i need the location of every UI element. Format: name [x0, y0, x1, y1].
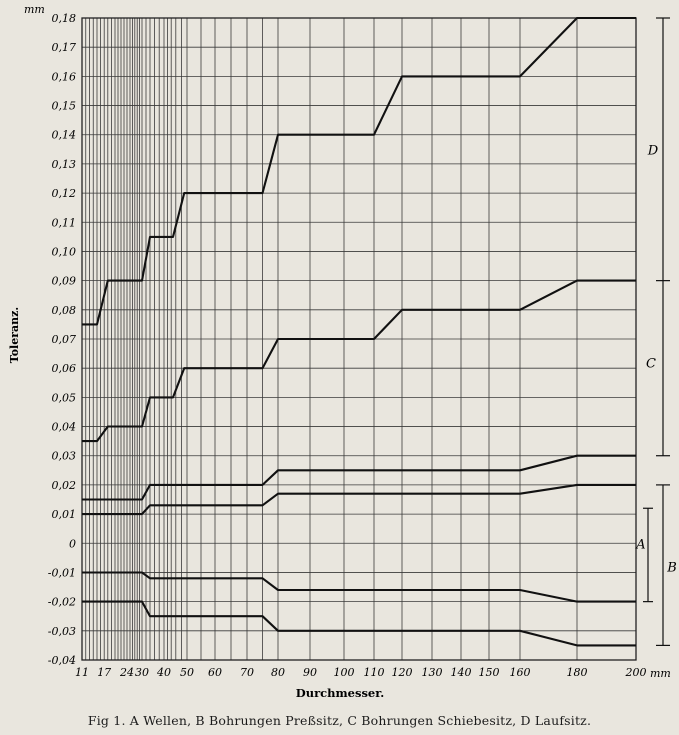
x-tick-label: 100	[334, 666, 355, 679]
x-unit-label: mm	[650, 667, 671, 680]
x-tick-label: 110	[364, 666, 385, 679]
y-tick-label: 0,02	[52, 479, 77, 492]
y-tick-label: -0,01	[48, 566, 76, 579]
x-tick-label: 150	[479, 666, 500, 679]
x-tick-labels: 11 17 24 30 40 50 60 70 80 90 100 110 120 130 140 150 16…	[75, 666, 647, 679]
x-tick-label: 11	[75, 666, 89, 679]
y-tick-label: 0,07	[52, 333, 77, 346]
zone-label-a: A	[635, 537, 645, 552]
x-tick-label: 70	[240, 666, 254, 679]
zone-label-c: C	[646, 356, 656, 371]
y-tick-label: 0,12	[52, 187, 77, 200]
x-tick-label: 140	[451, 666, 472, 679]
y-tick-label: 0,15	[52, 100, 77, 113]
x-tick-label: 80	[271, 666, 285, 679]
y-tick-label: 0,08	[52, 304, 77, 317]
x-tick-label: 90	[303, 666, 317, 679]
y-tick-label: 0,10	[52, 245, 77, 258]
y-tick-label: 0,14	[52, 129, 77, 142]
y-tick-label: 0,18	[52, 12, 77, 25]
y-tick-label: 0,17	[52, 41, 77, 54]
zone-label-b: B	[666, 561, 677, 576]
x-tick-label: 17	[97, 666, 111, 679]
x-tick-label: 120	[392, 666, 413, 679]
series-line-3	[82, 454, 636, 501]
y-tick-label: -0,03	[48, 625, 76, 638]
series-line-6	[82, 600, 636, 647]
y-tick-label: 0	[69, 537, 76, 550]
y-tick-label: 0,06	[52, 362, 77, 375]
zone-brackets: D C A B	[635, 17, 677, 647]
x-tick-label: 40	[156, 666, 171, 679]
y-tick-label: 0,05	[52, 391, 77, 404]
x-tick-label: 24	[119, 666, 134, 679]
x-axis-label: Durchmesser.	[296, 686, 385, 700]
y-tick-label: 0,11	[52, 216, 77, 229]
y-axis-label: Toleranz.	[8, 307, 21, 363]
plot-frame	[81, 17, 637, 661]
y-tick-label: 0,13	[52, 158, 77, 171]
y-tick-label: 0,04	[52, 421, 77, 434]
x-tick-label: 60	[208, 666, 222, 679]
series-line-4	[82, 483, 636, 516]
series-line-2	[82, 279, 636, 443]
x-tick-label: 160	[510, 666, 531, 679]
y-tick-label: 0,03	[52, 450, 77, 463]
x-tick-label: 30	[135, 666, 149, 679]
y-tick-labels: 0,18 0,17 0,16 0,15 0,14 0,13 0,12 0,11 0,10 0,09…	[48, 12, 76, 667]
x-tick-label: 50	[180, 666, 194, 679]
series-lines	[82, 16, 636, 647]
x-tick-label: 130	[422, 666, 443, 679]
y-tick-label: 0,09	[52, 275, 77, 288]
series-line-1	[82, 16, 636, 326]
y-unit-label: mm	[24, 3, 45, 16]
y-tick-label: -0,04	[48, 654, 76, 667]
figure-caption: Fig 1. A Wellen, B Bohrungen Preßsitz, C…	[87, 713, 592, 728]
y-tick-label: 0,01	[52, 508, 77, 521]
y-tick-label: 0,16	[52, 70, 77, 83]
y-tick-label: -0,02	[48, 596, 76, 609]
series-line-5	[82, 571, 636, 603]
x-tick-label: 200	[625, 666, 647, 679]
grid-lines	[81, 17, 637, 661]
zone-label-d: D	[647, 143, 659, 158]
x-tick-label: 180	[567, 666, 588, 679]
